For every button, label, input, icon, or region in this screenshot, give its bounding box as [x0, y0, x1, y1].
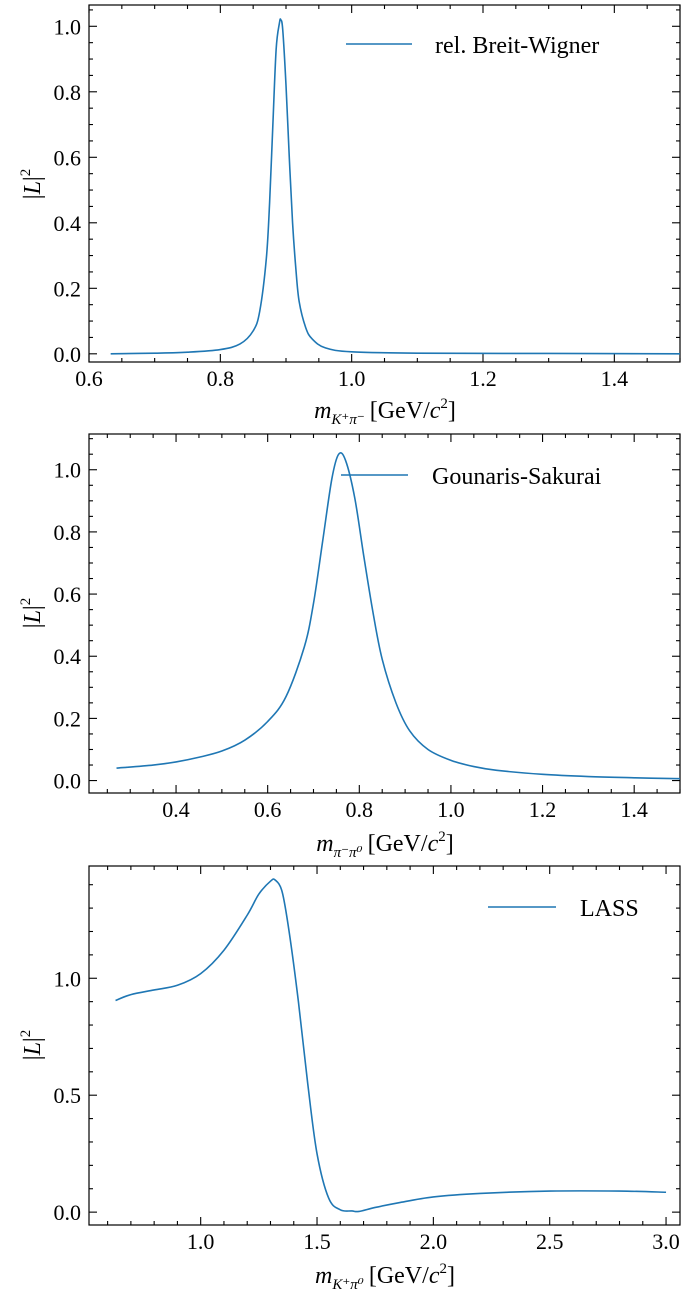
- tick-marks: [89, 866, 680, 1225]
- x-tick-label: 2.0: [420, 1229, 448, 1254]
- plot-frame: [88, 865, 681, 1226]
- x-tick-label: 0.6: [75, 366, 103, 391]
- legend-label: rel. Breit-Wigner: [435, 33, 599, 59]
- x-tick-labels: 0.6 0.8 1.0 1.2 1.4: [75, 366, 628, 391]
- x-tick-label: 1.4: [601, 366, 629, 391]
- legend-label: LASS: [580, 896, 639, 922]
- plot-frame: [88, 433, 681, 794]
- y-axis-label: |L|2: [18, 169, 46, 199]
- y-tick-labels: 0.0 0.5 1.0: [54, 966, 82, 1225]
- y-tick-label: 1.0: [54, 14, 82, 39]
- y-tick-label: 0.0: [54, 1200, 82, 1225]
- x-tick-label: 1.4: [620, 797, 648, 822]
- y-tick-label: 0.6: [54, 582, 82, 607]
- x-tick-label: 1.0: [437, 797, 465, 822]
- panel-2: 0.4 0.6 0.8 1.0 1.2 1.4 0.0 0.2 0.4 0.6 0.8 1.0 Go…: [18, 433, 681, 861]
- y-tick-label: 0.8: [54, 520, 82, 545]
- x-tick-label: 1.0: [187, 1229, 215, 1254]
- legend-label: Gounaris-Sakurai: [432, 464, 602, 490]
- y-tick-label: 0.4: [54, 211, 82, 236]
- x-tick-label: 3.0: [652, 1229, 680, 1254]
- x-tick-label: 0.8: [346, 797, 374, 822]
- x-axis-label: mπ⁻π⁰ [GeV/c2]: [316, 829, 453, 861]
- series-line: [110, 18, 681, 355]
- x-tick-label: 1.2: [469, 366, 497, 391]
- y-tick-label: 0.6: [54, 145, 82, 170]
- y-axis-label: |L|2: [18, 1030, 46, 1060]
- y-tick-label: 0.4: [54, 644, 82, 669]
- x-tick-label: 0.4: [162, 797, 190, 822]
- y-tick-label: 1.0: [54, 458, 82, 483]
- x-axis-label: mK⁺π⁻ [GeV/c2]: [314, 396, 456, 428]
- x-tick-label: 1.5: [303, 1229, 331, 1254]
- y-tick-label: 0.2: [54, 706, 82, 731]
- x-tick-label: 1.0: [338, 366, 366, 391]
- x-tick-labels: 0.4 0.6 0.8 1.0 1.2 1.4: [162, 797, 648, 822]
- y-tick-label: 0.0: [54, 769, 82, 794]
- y-tick-label: 0.5: [54, 1083, 82, 1108]
- y-tick-label: 0.0: [54, 342, 82, 367]
- panel-1: 0.6 0.8 1.0 1.2 1.4 0.0 0.2 0.4 0.6 0.8 1.0 rel. …: [18, 4, 681, 428]
- panel-3: 1.0 1.5 2.0 2.5 3.0 0.0 0.5 1.0 LASS mK⁺π⁰ [GeV…: [18, 865, 681, 1293]
- x-tick-label: 0.8: [207, 366, 235, 391]
- tick-marks: [88, 5, 681, 362]
- tick-marks: [89, 434, 681, 793]
- y-tick-labels: 0.0 0.2 0.4 0.6 0.8 1.0: [54, 14, 82, 367]
- y-tick-label: 1.0: [54, 966, 82, 991]
- x-tick-label: 1.2: [529, 797, 557, 822]
- y-tick-labels: 0.0 0.2 0.4 0.6 0.8 1.0: [54, 458, 82, 794]
- y-tick-label: 0.8: [54, 80, 82, 105]
- x-tick-label: 0.6: [254, 797, 282, 822]
- y-axis-label: |L|2: [18, 598, 46, 628]
- x-axis-label: mK⁺π⁰ [GeV/c2]: [315, 1261, 455, 1293]
- series-line: [116, 452, 681, 780]
- series-line: [115, 878, 667, 1213]
- x-tick-label: 2.5: [536, 1229, 564, 1254]
- y-tick-label: 0.2: [54, 276, 82, 301]
- x-tick-labels: 1.0 1.5 2.0 2.5 3.0: [187, 1229, 680, 1254]
